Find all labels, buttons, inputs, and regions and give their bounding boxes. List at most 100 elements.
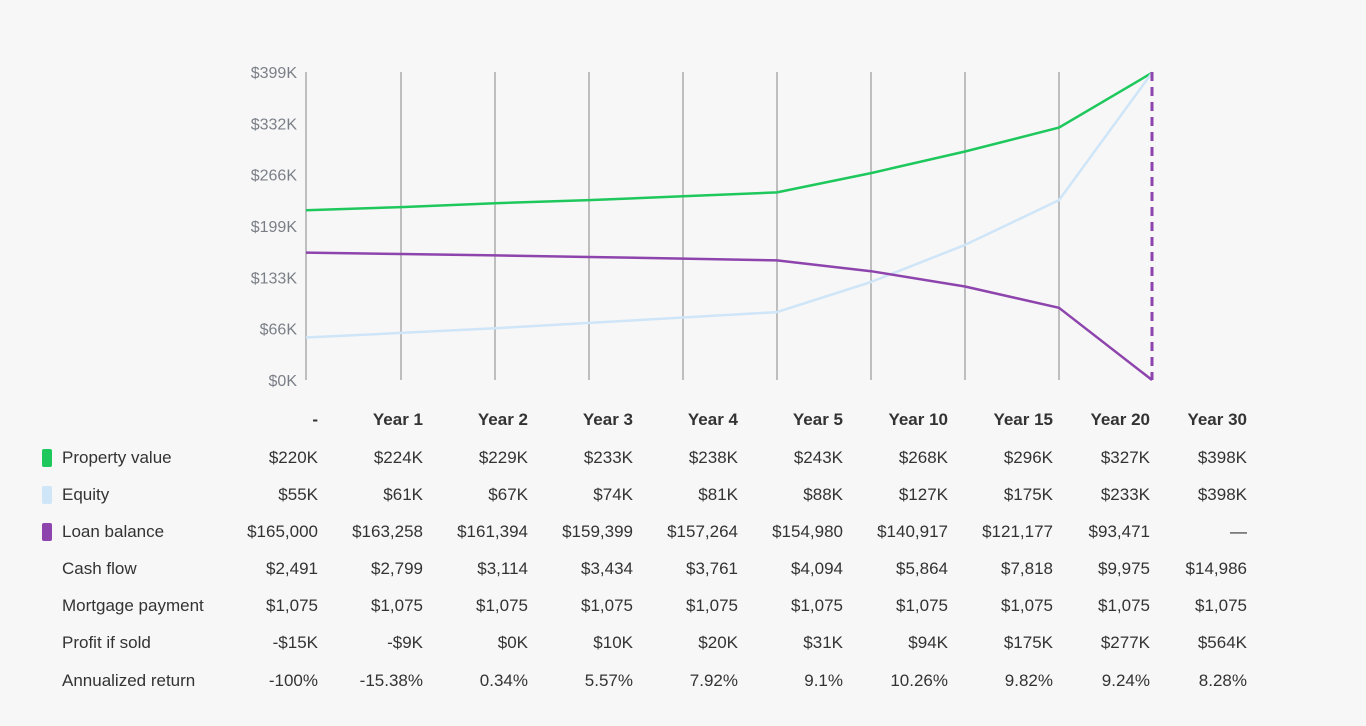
table-cell: $1,075 — [896, 596, 948, 615]
table-cell: $1,075 — [371, 596, 423, 615]
row-label: Loan balance — [62, 522, 165, 541]
table-cell: $229K — [478, 448, 528, 467]
y-tick-label: $399K — [251, 65, 298, 82]
table-cell: $140,917 — [877, 522, 948, 541]
table-cell: $233K — [1100, 485, 1150, 504]
row-label: Profit if sold — [62, 633, 151, 652]
table-cell: $277K — [1100, 633, 1150, 652]
table-cell: $233K — [583, 448, 633, 467]
table-cell: $1,075 — [1001, 596, 1053, 615]
table-cell: 9.24% — [1101, 671, 1150, 690]
projection-chart: $0K $66K $133K $199K $266K $332K $399K — [251, 65, 1154, 390]
table-cell: $121,177 — [982, 522, 1053, 541]
legend-swatch — [42, 523, 52, 541]
table-cell: $224K — [373, 448, 423, 467]
table-cell: $398K — [1197, 485, 1247, 504]
legend-swatch — [42, 486, 52, 504]
legend-swatch — [42, 449, 52, 467]
series-line-equity — [305, 72, 1154, 339]
table-cell: $268K — [898, 448, 948, 467]
table-cell: $1,075 — [476, 596, 528, 615]
table-cell: $165,000 — [247, 522, 318, 541]
table-cell: 9.82% — [1004, 671, 1053, 690]
table-cell: $31K — [803, 633, 843, 652]
column-header: Year 10 — [888, 410, 948, 429]
table-cell: $2,799 — [371, 559, 423, 578]
column-header: Year 5 — [792, 410, 843, 429]
table-cell: $163,258 — [352, 522, 423, 541]
table-cell: 0.34% — [479, 671, 528, 690]
table-cell: $1,075 — [581, 596, 633, 615]
table-cell: $1,075 — [791, 596, 843, 615]
table-cell: $5,864 — [896, 559, 948, 578]
table-cell: $7,818 — [1001, 559, 1053, 578]
table-cell: $3,434 — [581, 559, 633, 578]
y-tick-label: $133K — [251, 270, 298, 287]
table-cell: $88K — [803, 485, 843, 504]
table-cell: 9.1% — [804, 671, 843, 690]
table-cell: $175K — [1003, 633, 1053, 652]
column-header: Year 3 — [582, 410, 633, 429]
table-cell: $161,394 — [457, 522, 528, 541]
y-tick-label: $199K — [251, 219, 298, 236]
table-cell: $4,094 — [791, 559, 843, 578]
column-header: Year 1 — [372, 410, 423, 429]
column-header: Year 15 — [993, 410, 1053, 429]
table-cell: -$15K — [272, 633, 318, 652]
table-cell: $398K — [1197, 448, 1247, 467]
column-header: Year 2 — [477, 410, 528, 429]
series-line-property-value — [305, 71, 1153, 212]
table-cell: $564K — [1197, 633, 1247, 652]
table-cell: $238K — [688, 448, 738, 467]
table-cell: $154,980 — [772, 522, 843, 541]
table-cell: $93,471 — [1088, 522, 1150, 541]
row-label: Property value — [62, 448, 172, 467]
y-tick-label: $66K — [260, 322, 298, 339]
table-cell: $3,761 — [686, 559, 738, 578]
table-cell: $1,075 — [1098, 596, 1150, 615]
table-cell: $74K — [593, 485, 633, 504]
row-label: Cash flow — [62, 559, 137, 578]
y-tick-label: $0K — [269, 373, 298, 390]
column-header: Year 30 — [1187, 410, 1247, 429]
table-cell: $243K — [793, 448, 843, 467]
table-cell: $3,114 — [477, 559, 528, 578]
table-cell: $94K — [908, 633, 948, 652]
table-cell: $9,975 — [1098, 559, 1150, 578]
y-tick-label: $332K — [251, 116, 298, 133]
table-cell: $2,491 — [266, 559, 318, 578]
table-cell: 5.57% — [584, 671, 633, 690]
row-label: Mortgage payment — [62, 596, 204, 615]
table-cell: $157,264 — [667, 522, 738, 541]
table-cell: $1,075 — [266, 596, 318, 615]
table-cell: $159,399 — [562, 522, 633, 541]
table-cell: -$9K — [387, 633, 423, 652]
table-cell: $14,986 — [1185, 559, 1247, 578]
table-cell: $327K — [1100, 448, 1150, 467]
table-cell: -100% — [268, 671, 318, 690]
table-cell: 10.26% — [890, 671, 948, 690]
table-cell: $55K — [278, 485, 318, 504]
y-tick-label: $266K — [251, 168, 298, 185]
table-cell: $296K — [1003, 448, 1053, 467]
table-cell: $127K — [898, 485, 948, 504]
table-cell: $81K — [698, 485, 738, 504]
series-line-loan-balance — [305, 251, 1153, 381]
table-cell: 7.92% — [689, 671, 738, 690]
table-cell: $0K — [497, 633, 528, 652]
column-header: Year 20 — [1090, 410, 1150, 429]
table-cell: $20K — [698, 633, 738, 652]
table-cell: $67K — [488, 485, 528, 504]
table-cell: $220K — [268, 448, 318, 467]
column-header: Year 4 — [687, 410, 738, 429]
row-label: Equity — [62, 485, 110, 504]
column-header: - — [312, 410, 318, 429]
table-cell: $1,075 — [1195, 596, 1247, 615]
table-cell: $1,075 — [686, 596, 738, 615]
table-cell: $10K — [593, 633, 633, 652]
table-cell: -15.38% — [359, 671, 423, 690]
table-cell: — — [1230, 522, 1247, 541]
table-cell: $175K — [1003, 485, 1053, 504]
table-cell: $61K — [383, 485, 423, 504]
row-label: Annualized return — [62, 671, 196, 690]
